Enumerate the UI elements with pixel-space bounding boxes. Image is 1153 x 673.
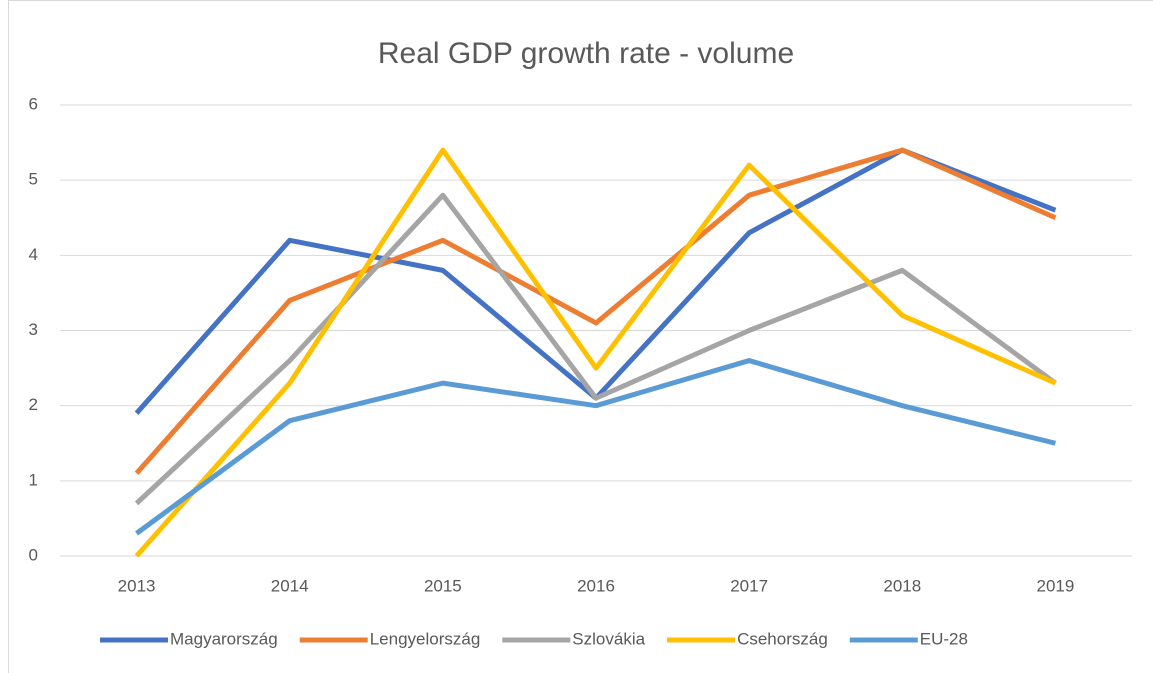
legend-label: Magyarország xyxy=(170,629,278,648)
line-series xyxy=(135,358,1057,536)
y-tick-label: 2 xyxy=(29,395,38,414)
x-tick-label: 2019 xyxy=(1037,576,1075,595)
chart-title: Real GDP growth rate - volume xyxy=(378,37,794,70)
y-tick-label: 0 xyxy=(29,545,38,564)
line-series xyxy=(134,192,1057,506)
line-series xyxy=(134,147,1057,558)
chart-frame xyxy=(8,0,1153,673)
legend-label: Lengyelország xyxy=(370,629,481,648)
y-tick-label: 6 xyxy=(29,94,38,113)
y-tick-label: 5 xyxy=(29,170,38,189)
legend-label: Szlovákia xyxy=(572,629,645,648)
x-tick-label: 2013 xyxy=(118,576,156,595)
y-tick-label: 1 xyxy=(29,470,38,489)
y-tick-label: 3 xyxy=(29,320,38,339)
line-series xyxy=(134,147,1057,475)
x-tick-label: 2014 xyxy=(271,576,309,595)
legend-label: Csehország xyxy=(737,629,828,648)
legend-label: EU-28 xyxy=(920,629,968,648)
x-tick-label: 2017 xyxy=(730,576,768,595)
x-tick-label: 2016 xyxy=(577,576,615,595)
x-tick-label: 2015 xyxy=(424,576,462,595)
y-tick-label: 4 xyxy=(29,245,38,264)
x-tick-label: 2018 xyxy=(883,576,921,595)
